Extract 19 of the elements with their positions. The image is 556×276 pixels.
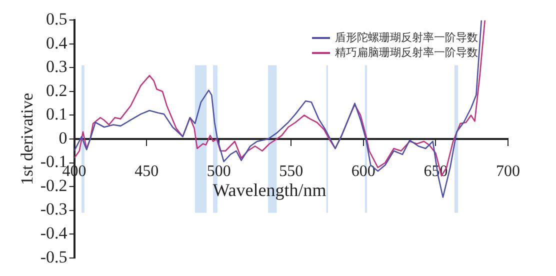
y-axis-title: 1st derivative: [18, 92, 37, 186]
y-tick-label: -0.4: [40, 224, 68, 243]
x-tick-label: 700: [496, 162, 520, 180]
y-tick-label: 0: [58, 128, 68, 148]
y-tick-label: 0.1: [46, 104, 68, 124]
y-tick-label: 0.2: [46, 80, 68, 100]
x-tick-label: 500: [206, 162, 231, 180]
legend-label: 盾形陀螺珊瑚反射率一阶导数: [335, 30, 478, 45]
y-tick-label: -0.2: [40, 176, 68, 195]
y-tick-label: 0.5: [46, 10, 68, 29]
x-tick-label: 550: [279, 162, 304, 180]
legend-label: 精巧扁脑珊瑚反射率一阶导数: [335, 45, 478, 60]
y-tick-label: 0.4: [46, 33, 68, 52]
x-tick-label: 600: [351, 162, 376, 180]
y-tick-label: -0.5: [40, 247, 68, 266]
y-tick-label: 0.3: [46, 57, 68, 76]
x-axis-title: Wavelength/nm: [212, 180, 326, 200]
x-tick-label: 450: [134, 162, 159, 180]
y-tick-label: -0.3: [40, 200, 68, 219]
